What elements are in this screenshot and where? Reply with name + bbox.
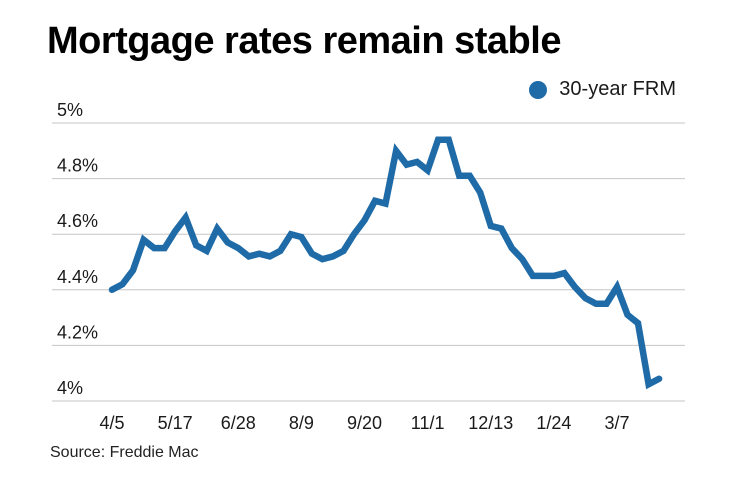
legend-label: 30-year FRM [559, 78, 676, 100]
y-axis-label: 4.8% [57, 156, 98, 176]
x-axis-label: 6/28 [221, 413, 256, 433]
source-note: Source: Freddie Mac [50, 444, 199, 461]
y-axis-label: 4.6% [57, 211, 98, 231]
x-axis-label: 4/5 [99, 413, 124, 433]
x-axis-label: 12/13 [468, 413, 513, 433]
x-axis-label: 9/20 [347, 413, 382, 433]
x-axis-label: 1/24 [536, 413, 571, 433]
y-axis-label: 4.2% [57, 322, 98, 342]
y-axis-label: 4.4% [57, 267, 98, 287]
x-axis-label: 5/17 [158, 413, 193, 433]
legend-marker-icon [529, 80, 548, 99]
x-axis-label: 11/1 [411, 413, 445, 433]
data-line-30-year-frm [108, 136, 663, 390]
legend: 30-year FRM [529, 78, 676, 101]
chart-title: Mortgage rates remain stable [47, 20, 561, 62]
y-axis-label: 4% [57, 378, 83, 398]
x-axis-label: 3/7 [604, 413, 629, 433]
x-axis-label: 8/9 [289, 413, 314, 433]
y-axis-label: 5% [57, 100, 83, 120]
